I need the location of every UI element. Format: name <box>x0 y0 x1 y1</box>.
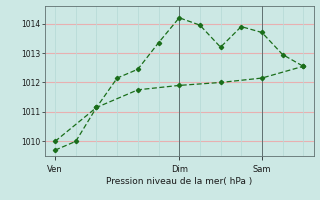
X-axis label: Pression niveau de la mer( hPa ): Pression niveau de la mer( hPa ) <box>106 177 252 186</box>
